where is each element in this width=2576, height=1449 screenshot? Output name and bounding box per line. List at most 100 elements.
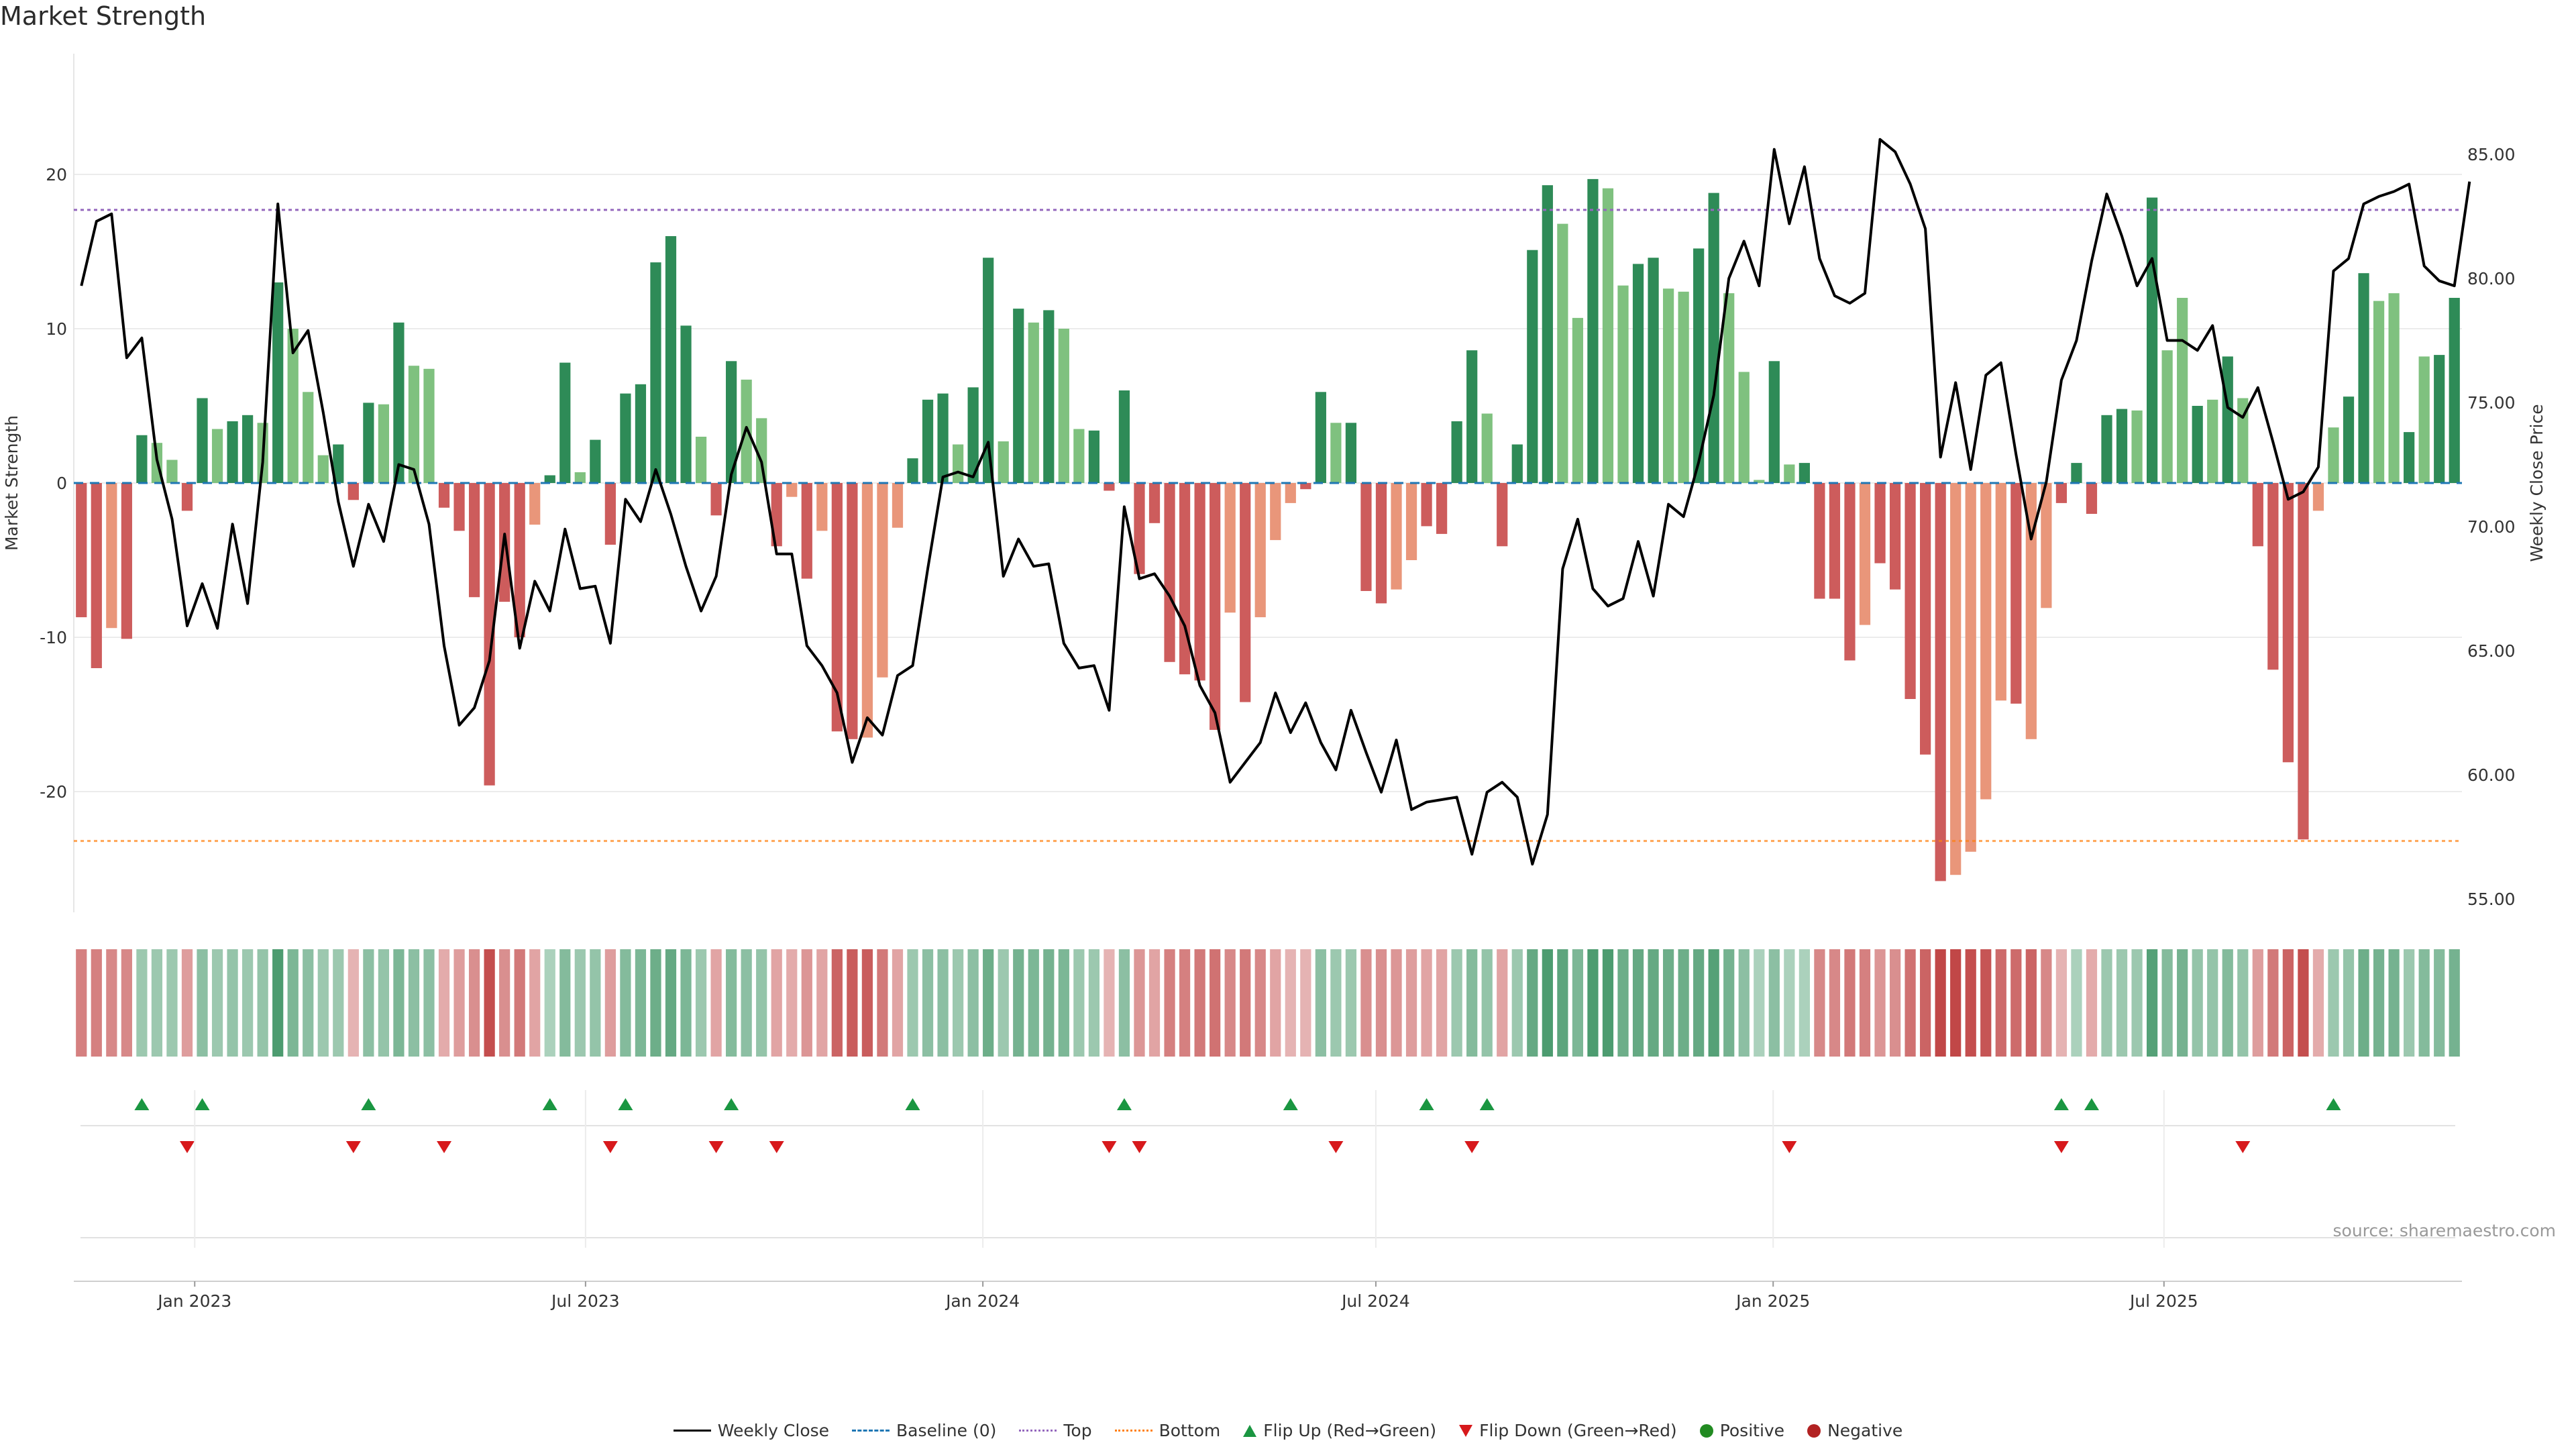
heat-cell [1617,949,1629,1057]
heat-cell [2222,949,2233,1057]
strength-bar [1648,258,1659,483]
heat-cell [2071,949,2082,1057]
strength-bar [2312,483,2324,511]
strength-bar [1315,392,1326,483]
strength-bar [2161,350,2173,483]
strength-bars [76,178,2460,881]
strength-bar [1754,480,1765,483]
strength-bar [76,483,87,618]
page-title: Market Strength [0,1,207,31]
strength-bar [1360,483,1372,591]
heat-cell [2328,949,2339,1057]
strength-bar [91,483,102,668]
strength-bar [333,444,344,483]
heat-cell [1481,949,1493,1057]
heat-cell [998,949,1009,1057]
flip-down-marker [2235,1141,2251,1153]
y-axis-label: Market Strength [2,415,21,551]
heat-cell [1889,949,1901,1057]
y2-tick-label: 70.00 [2467,517,2516,537]
strength-bar [650,262,661,483]
heat-cell [2252,949,2263,1057]
strength-bar [1617,285,1629,483]
strength-bar [1632,264,1644,483]
strength-bar [1421,483,1432,527]
heat-cell [1648,949,1659,1057]
strength-bar [1104,483,1115,491]
strength-bar [590,439,601,483]
heat-cell [1950,949,1962,1057]
heat-cell [151,949,163,1057]
strength-bar [2146,197,2158,483]
heat-cell [1662,949,1674,1057]
heat-cell [106,949,117,1057]
heat-cell [2267,949,2279,1057]
heat-cell [468,949,480,1057]
flip-up-marker [195,1098,210,1110]
heat-cell [347,949,359,1057]
heat-cell [831,949,843,1057]
strength-bar [1557,223,1568,483]
x-tick-label: Jul 2024 [1340,1291,1410,1311]
heat-cell [1799,949,1810,1057]
legend-item: Flip Down (Green→Red) [1459,1421,1677,1440]
strength-bar [1164,483,1175,662]
heat-cell [1405,949,1417,1057]
strength-bar [726,361,737,483]
flip-down-marker [2053,1141,2069,1153]
heat-cell [1300,949,1311,1057]
strength-bar [1935,483,1946,881]
heat-cell [317,949,329,1057]
heat-cell [1814,949,1825,1057]
flip-up-marker [724,1098,739,1110]
flip-up-marker [905,1098,920,1110]
x-tick-label: Jul 2025 [2129,1291,2198,1311]
heat-cell [91,949,102,1057]
heat-cell [1421,949,1432,1057]
heat-cell [303,949,314,1057]
strength-bar [1330,423,1342,483]
strength-bar [680,325,692,483]
strength-bar [2192,406,2203,483]
strength-bar [453,483,465,531]
strength-bar [347,483,359,500]
strength-bar [1602,188,1614,483]
heat-cell [1073,949,1085,1057]
strength-bar [242,415,254,483]
heat-cell [1708,949,1719,1057]
heat-cell [408,949,420,1057]
heat-cell [1678,949,1689,1057]
strength-bar [363,402,374,483]
heat-cell [1572,949,1584,1057]
heat-cell [559,949,571,1057]
strength-bar [1587,178,1599,483]
strength-bar [393,322,405,483]
flip-up-marker [618,1098,633,1110]
legend-item: Top [1019,1421,1092,1440]
strength-bar [1300,483,1311,490]
heat-cell [1754,949,1765,1057]
flip-up-marker [1479,1098,1495,1110]
strength-bar [665,236,677,483]
y-tick-label: 0 [56,474,67,493]
legend-label: Flip Down (Green→Red) [1479,1421,1677,1440]
heat-cell [1965,949,1976,1057]
strength-bar [2207,399,2218,483]
strength-bar [2071,463,2082,483]
y-tick-label: 10 [46,319,67,339]
circle-icon [1699,1424,1713,1438]
x-tick-label: Jan 2024 [945,1291,1020,1311]
heat-cell [453,949,465,1057]
strength-bar [529,483,541,525]
strength-bar [1995,483,2006,701]
flip-up-marker [1116,1098,1132,1110]
heat-cell [227,949,238,1057]
strength-bar [2388,293,2400,483]
heat-cell [2237,949,2249,1057]
strength-bar [801,483,812,579]
strength-bar [2418,356,2430,483]
heat-cell [1436,949,1448,1057]
legend-label: Negative [1827,1421,1903,1440]
heat-cell [423,949,435,1057]
